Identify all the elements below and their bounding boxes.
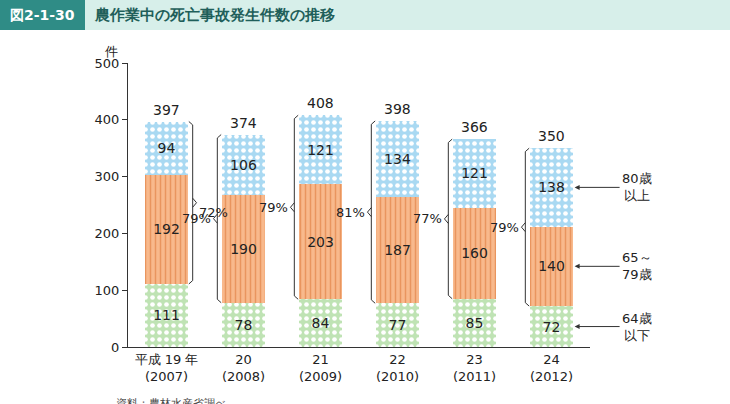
svg-text:72: 72: [543, 319, 561, 335]
svg-text:平成 19 年(2007): 平成 19 年(2007): [135, 352, 199, 384]
svg-text:200: 200: [95, 226, 120, 241]
svg-text:192: 192: [153, 221, 180, 237]
svg-text:件: 件: [105, 44, 118, 59]
svg-text:84: 84: [312, 315, 330, 331]
svg-text:77%: 77%: [413, 211, 442, 226]
svg-text:81%: 81%: [336, 205, 365, 220]
svg-text:121: 121: [307, 142, 334, 158]
svg-text:79%: 79%: [259, 200, 288, 215]
svg-text:408: 408: [307, 95, 334, 111]
svg-text:121: 121: [461, 165, 488, 181]
svg-text:78: 78: [235, 317, 253, 333]
svg-text:64歳以下: 64歳以下: [622, 311, 652, 343]
svg-text:85: 85: [466, 315, 484, 331]
svg-text:77: 77: [389, 317, 407, 333]
svg-text:65～79歳: 65～79歳: [622, 250, 652, 282]
svg-text:22(2010): 22(2010): [376, 352, 419, 384]
svg-text:190: 190: [230, 241, 257, 257]
svg-text:300: 300: [95, 169, 120, 184]
svg-text:80歳以上: 80歳以上: [622, 171, 652, 203]
svg-text:160: 160: [461, 245, 488, 261]
svg-text:0: 0: [111, 340, 119, 355]
svg-text:79%: 79%: [182, 211, 211, 226]
svg-text:20(2008): 20(2008): [222, 352, 265, 384]
svg-text:374: 374: [230, 115, 257, 131]
svg-text:23(2011): 23(2011): [453, 352, 496, 384]
svg-text:21(2009): 21(2009): [299, 352, 342, 384]
svg-text:187: 187: [384, 242, 411, 258]
svg-text:資料：農林水産省調べ: 資料：農林水産省調べ: [116, 397, 226, 404]
svg-text:350: 350: [538, 128, 565, 144]
svg-text:134: 134: [384, 151, 411, 167]
svg-text:398: 398: [384, 101, 411, 117]
svg-text:140: 140: [538, 258, 565, 274]
svg-text:366: 366: [461, 119, 488, 135]
svg-text:106: 106: [230, 157, 257, 173]
svg-text:500: 500: [95, 56, 120, 71]
svg-text:397: 397: [153, 102, 180, 118]
svg-text:79%: 79%: [490, 220, 519, 235]
svg-text:72%: 72%: [199, 205, 228, 220]
html-text:農作業中の死亡事故発生件数の推移: 農作業中の死亡事故発生件数の推移: [94, 5, 335, 24]
svg-text:203: 203: [307, 234, 334, 250]
svg-text:100: 100: [95, 283, 120, 298]
svg-text:24(2012): 24(2012): [530, 352, 573, 384]
svg-text:111: 111: [153, 307, 180, 323]
svg-text:138: 138: [538, 179, 565, 195]
svg-text:94: 94: [158, 140, 176, 156]
svg-text:400: 400: [95, 112, 120, 127]
html-text:図2-1-30: 図2-1-30: [10, 7, 75, 23]
